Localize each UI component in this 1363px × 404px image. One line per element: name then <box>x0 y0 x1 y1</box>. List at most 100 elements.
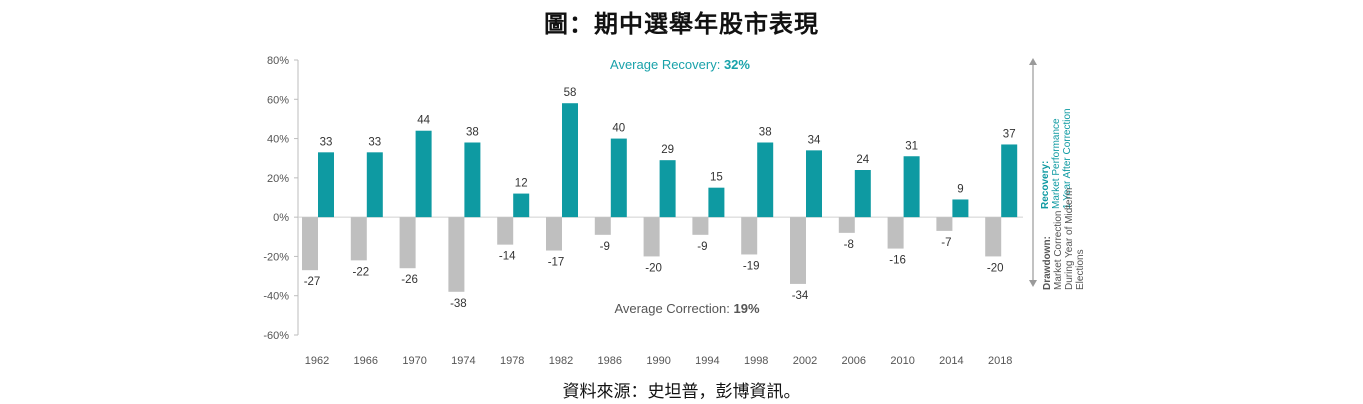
recovery-title: Recovery: <box>1040 161 1051 209</box>
correction-bar <box>546 217 562 251</box>
correction-value-label: -16 <box>889 255 906 267</box>
y-tick-label: 20% <box>267 173 289 185</box>
x-tick-label: 2014 <box>939 355 963 367</box>
y-tick-label: 40% <box>267 134 289 146</box>
correction-value-label: -7 <box>941 237 951 249</box>
recovery-value-label: 37 <box>1003 128 1016 140</box>
average-correction-label: Average Correction: 19% <box>614 301 759 316</box>
correction-value-label: -9 <box>600 241 610 253</box>
correction-bar <box>936 217 953 231</box>
x-tick-label: 1966 <box>354 355 378 367</box>
correction-value-label: -17 <box>548 257 565 269</box>
recovery-value-label: 9 <box>957 183 963 195</box>
x-tick-label: 1982 <box>549 355 573 367</box>
correction-bar <box>887 217 904 249</box>
y-tick-label: -60% <box>263 330 289 342</box>
recovery-value-label: 40 <box>612 123 625 135</box>
correction-value-label: -8 <box>844 239 854 251</box>
drawdown-line2: During Year of Midterm <box>1064 188 1075 290</box>
source-note: 資料來源：史坦普，彭博資訊。 <box>562 382 801 402</box>
recovery-bar <box>659 160 676 218</box>
recovery-value-label: 31 <box>905 140 918 152</box>
correction-value-label: -22 <box>352 266 369 278</box>
average-recovery-text: Average Recovery: <box>610 57 724 72</box>
correction-bar <box>594 217 611 235</box>
x-tick-label: 1994 <box>695 355 719 367</box>
recovery-bar <box>1001 144 1018 218</box>
recovery-line2: 1 Year After Correction <box>1062 108 1073 209</box>
recovery-bar <box>903 156 920 218</box>
average-correction-text: Average Correction: <box>614 301 733 316</box>
recovery-bar <box>366 152 383 218</box>
recovery-value-label: 38 <box>759 127 772 139</box>
side-arrow <box>1029 58 1037 287</box>
recovery-bar <box>806 150 822 218</box>
recovery-value-label: 33 <box>368 136 381 148</box>
correction-bar <box>692 217 709 235</box>
bars: 33 -27 33 -22 44 -26 38 -38 12 -14 58 -17 40 -9 29 -20 1… <box>302 87 1018 310</box>
correction-bar <box>741 217 758 255</box>
correction-bar <box>350 217 367 261</box>
recovery-bar <box>708 187 725 218</box>
x-tick-label: 2002 <box>793 355 817 367</box>
recovery-bar <box>513 193 530 218</box>
y-tick-label: 80% <box>267 55 289 67</box>
recovery-bar <box>318 152 334 218</box>
recovery-value-label: 24 <box>856 154 869 166</box>
correction-value-label: -34 <box>792 290 809 302</box>
correction-value-label: -9 <box>697 241 707 253</box>
correction-bar <box>399 217 416 269</box>
drawdown-line1: Market Correction <box>1053 211 1064 290</box>
x-tick-label: 2010 <box>890 355 914 367</box>
correction-value-label: -27 <box>304 276 321 288</box>
side-recovery-label: Recovery: Market Performance 1 Year Afte… <box>1040 108 1073 209</box>
y-tick-label: -40% <box>263 291 289 303</box>
y-tick-label: 0% <box>273 212 289 224</box>
x-tick-label: 1990 <box>646 355 670 367</box>
recovery-bar <box>415 130 432 218</box>
x-tick-label: 2006 <box>842 355 866 367</box>
side-drawdown-label: Drawdown: Market Correction During Year … <box>1042 188 1086 290</box>
x-tick-label: 1998 <box>744 355 768 367</box>
recovery-value-label: 38 <box>466 127 479 139</box>
x-axis: 1962 1966 1970 1974 1978 1982 1986 1990 1994 1998… <box>305 355 1013 367</box>
recovery-value-label: 44 <box>417 115 430 127</box>
correction-value-label: -19 <box>743 260 760 272</box>
x-tick-label: 1962 <box>305 355 329 367</box>
correction-value-label: -26 <box>401 274 418 286</box>
recovery-bar <box>464 142 481 218</box>
recovery-line1: Market Performance <box>1051 118 1062 209</box>
correction-bar <box>497 217 514 245</box>
y-tick-label: 60% <box>267 94 289 106</box>
recovery-bar <box>610 138 627 218</box>
drawdown-title: Drawdown: <box>1042 236 1053 290</box>
recovery-value-label: 33 <box>320 136 333 148</box>
recovery-value-label: 12 <box>515 178 528 190</box>
recovery-bar <box>562 103 578 218</box>
correction-value-label: -20 <box>645 262 662 274</box>
correction-bar <box>448 217 465 292</box>
correction-bar <box>838 217 855 233</box>
correction-bar <box>985 217 1002 257</box>
x-tick-label: 1978 <box>500 355 524 367</box>
x-tick-label: 1986 <box>598 355 622 367</box>
average-recovery-label: Average Recovery: 32% <box>610 57 750 72</box>
average-correction-value: 19% <box>733 301 759 316</box>
recovery-value-label: 58 <box>564 87 577 99</box>
correction-value-label: -14 <box>499 251 516 263</box>
correction-value-label: -20 <box>987 262 1004 274</box>
x-tick-label: 1970 <box>402 355 426 367</box>
recovery-value-label: 15 <box>710 172 723 184</box>
recovery-bar <box>757 142 774 218</box>
correction-bar <box>302 217 318 271</box>
x-tick-label: 1974 <box>451 355 475 367</box>
correction-bar <box>643 217 660 257</box>
recovery-value-label: 29 <box>661 144 674 156</box>
recovery-bar <box>854 170 871 218</box>
page-title: 圖：期中選舉年股市表現 <box>544 10 819 38</box>
recovery-bar <box>952 199 969 218</box>
average-recovery-value: 32% <box>724 57 750 72</box>
x-tick-label: 2018 <box>988 355 1012 367</box>
correction-bar <box>790 217 806 284</box>
